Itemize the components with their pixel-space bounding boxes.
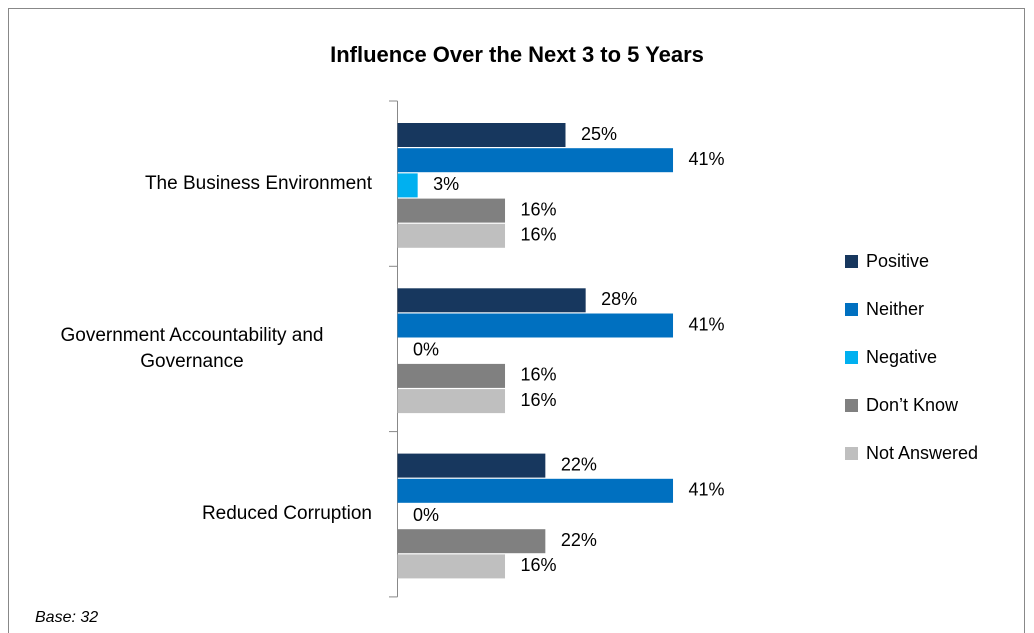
- category-text: Government Accountability and Governance: [60, 324, 324, 372]
- bar: [397, 223, 506, 248]
- value-label: 0%: [413, 505, 439, 525]
- bar: [397, 478, 674, 503]
- bar: [397, 288, 586, 313]
- legend-swatch: [845, 447, 858, 460]
- category-label: Reduced Corruption: [12, 501, 372, 527]
- value-label: 16%: [521, 365, 557, 385]
- bar: [397, 173, 418, 198]
- frame: [8, 8, 1025, 633]
- legend-swatch: [845, 255, 858, 268]
- footnote: Base: 32: [35, 609, 98, 626]
- bar: [397, 148, 674, 173]
- legend-label: Negative: [866, 347, 937, 367]
- bar: [397, 123, 566, 147]
- value-label: 22%: [561, 530, 597, 550]
- legend-swatch: [845, 351, 858, 364]
- value-label: 16%: [521, 390, 557, 410]
- value-label: 41%: [689, 149, 725, 169]
- value-label: 25%: [581, 124, 617, 144]
- value-label: 16%: [521, 225, 557, 245]
- bar: [397, 453, 546, 478]
- legend-label: Positive: [866, 251, 929, 271]
- value-label: 41%: [689, 480, 725, 500]
- chart-title: Influence Over the Next 3 to 5 Years: [330, 42, 704, 67]
- value-label: 16%: [521, 555, 557, 575]
- legend-label: Don’t Know: [866, 395, 959, 415]
- value-label: 28%: [601, 289, 637, 309]
- bar: [397, 313, 674, 338]
- value-label: 22%: [561, 454, 597, 474]
- bar: [397, 389, 506, 414]
- value-label: 41%: [689, 314, 725, 334]
- category-label: The Business Environment: [12, 171, 372, 197]
- legend-swatch: [845, 303, 858, 316]
- value-label: 0%: [413, 339, 439, 359]
- bar: [397, 198, 506, 223]
- legend-swatch: [845, 399, 858, 412]
- value-label: 16%: [521, 199, 557, 219]
- category-label: Government Accountability and Governance: [12, 323, 372, 375]
- category-text: The Business Environment: [144, 172, 372, 194]
- legend-label: Neither: [866, 299, 924, 319]
- category-text: Reduced Corruption: [201, 503, 372, 525]
- value-label: 3%: [433, 174, 459, 194]
- bar: [397, 363, 506, 388]
- bar: [397, 554, 506, 579]
- bar: [397, 529, 546, 554]
- legend-label: Not Answered: [866, 443, 978, 463]
